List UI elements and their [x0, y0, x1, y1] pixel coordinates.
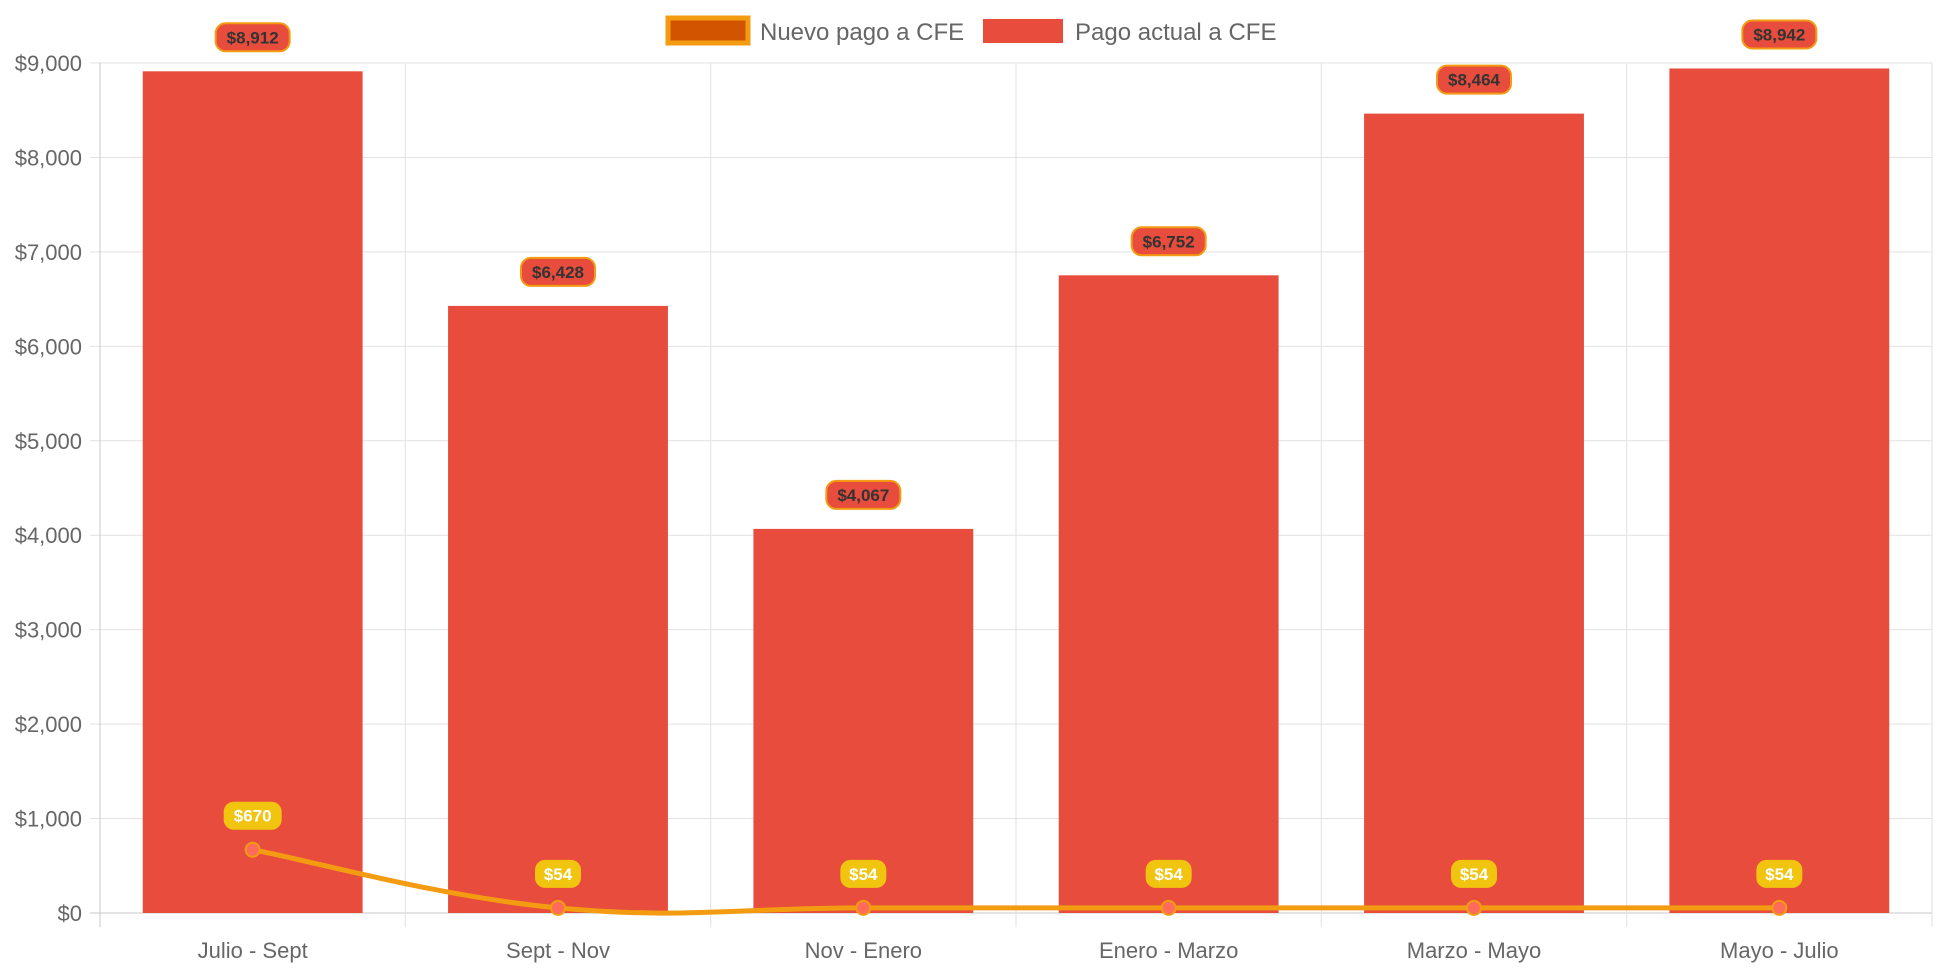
line-data-label: $670: [234, 807, 272, 826]
line-point: [550, 899, 566, 916]
bar-data-label: $6,752: [1143, 232, 1195, 251]
bar-series: [142, 68, 1890, 914]
legend-swatch-pago-actual: [983, 19, 1063, 43]
bar-data-label-box: [1436, 64, 1512, 95]
line-point: [855, 899, 872, 916]
bar-data-label-box: [825, 479, 902, 510]
y-tick-label: $6,000: [15, 334, 82, 359]
bar: [1669, 68, 1890, 913]
y-axis: $0 $1,000 $2,000 $3,000 $4,000 $5,000 $6,000 $7…: [15, 51, 82, 926]
y-tick-label: $8,000: [15, 145, 82, 170]
line-point: [244, 841, 261, 858]
line-data-label-box: [1145, 859, 1192, 888]
bar-data-label: $8,912: [227, 28, 279, 47]
bar-data-label-box: [1741, 19, 1818, 50]
legend-label-nuevo-pago: Nuevo pago a CFE: [760, 19, 964, 46]
line-point: [1466, 899, 1482, 916]
x-tick-label: Sept - Nov: [506, 938, 610, 963]
x-tick-label: Marzo - Mayo: [1407, 938, 1541, 963]
line-point: [1160, 899, 1177, 916]
line-data-label: $54: [1154, 865, 1183, 884]
line-series: [244, 841, 1788, 916]
y-tick-label: $3,000: [15, 618, 82, 643]
bar-data-label: $8,942: [1753, 25, 1805, 44]
y-tick-label: $9,000: [15, 51, 82, 76]
line-data-label: $54: [1460, 865, 1489, 884]
y-tick-label: $4,000: [15, 523, 82, 548]
bar: [1058, 275, 1279, 913]
line-data-label: $54: [1765, 865, 1794, 884]
line-data-label: $54: [849, 865, 878, 884]
legend-item-pago-actual: Pago actual a CFE: [983, 19, 1276, 46]
bar-data-label: $6,428: [532, 263, 584, 282]
line-data-label-box: [223, 801, 282, 830]
bar: [753, 528, 974, 913]
y-tick-label: $5,000: [15, 429, 82, 454]
legend: Nuevo pago a CFE Pago actual a CFE: [665, 15, 1276, 46]
line-data-label-box: [840, 859, 887, 888]
line-data-label: $54: [544, 865, 573, 884]
bar-data-label: $4,067: [837, 486, 889, 505]
y-tick-label: $0: [58, 901, 82, 926]
bar-data-label-box: [520, 256, 596, 287]
line-data-label-box: [535, 859, 581, 888]
bar-data-labels: $8,912 $6,428 $4,067 $6,752 $8,464 $8,942: [214, 19, 1818, 510]
line-data-label-box: [1451, 859, 1497, 888]
x-tick-label: Julio - Sept: [198, 938, 308, 963]
bar-data-label: $8,464: [1448, 71, 1501, 90]
line-data-labels: $670 $54 $54 $54 $54 $54: [223, 801, 1803, 888]
bar: [1364, 113, 1584, 914]
bar-data-label-box: [1130, 226, 1207, 257]
line-data-label-box: [1756, 859, 1803, 888]
line-point: [1771, 899, 1788, 916]
y-tick-label: $2,000: [15, 712, 82, 737]
bar: [142, 71, 363, 914]
line-path: [250, 847, 1782, 916]
bar-data-label-box: [214, 22, 291, 53]
x-tick-label: Mayo - Julio: [1720, 938, 1839, 963]
bar: [448, 305, 668, 913]
legend-label-pago-actual: Pago actual a CFE: [1075, 19, 1276, 46]
x-tick-label: Enero - Marzo: [1099, 938, 1238, 963]
y-tick-label: $7,000: [15, 240, 82, 265]
grid: [90, 62, 1933, 927]
y-tick-label: $1,000: [15, 807, 82, 832]
x-tick-label: Nov - Enero: [805, 938, 922, 963]
x-axis: Julio - Sept Sept - Nov Nov - Enero Enero -…: [198, 938, 1839, 963]
legend-item-nuevo-pago: Nuevo pago a CFE: [665, 15, 964, 46]
legend-swatch-nuevo-pago: [665, 15, 751, 46]
